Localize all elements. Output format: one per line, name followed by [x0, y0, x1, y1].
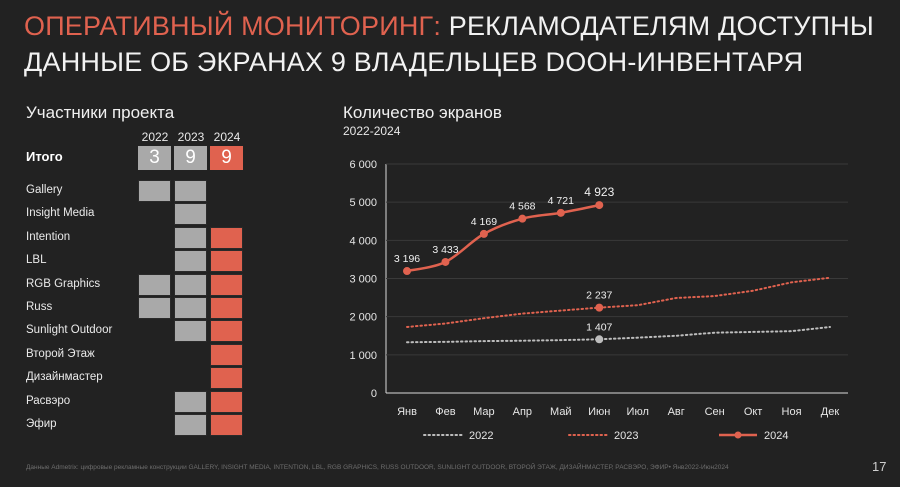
page-title: ОПЕРАТИВНЫЙ МОНИТОРИНГ: РЕКЛАМОДАТЕЛЯМ Д… [24, 8, 874, 80]
participant-name: Второй Этаж [26, 347, 95, 360]
legend-label-2023: 2023 [614, 430, 638, 442]
participant-name: Эфир [26, 418, 57, 430]
page-number: 17 [872, 459, 887, 474]
data-label-2024: 4 568 [509, 201, 535, 213]
participation-cell-2022 [138, 180, 171, 202]
y-tick-label: 5 000 [349, 197, 377, 209]
x-tick-label: Окт [744, 406, 763, 418]
footnote: Данные Admetrix: цифровые рекламные конс… [26, 464, 729, 471]
participation-cell-2023 [174, 180, 207, 202]
participation-cell-2024 [210, 273, 243, 296]
x-tick-label: Фев [435, 406, 455, 418]
participant-name: Расвэро [26, 394, 71, 407]
data-point-2024 [595, 201, 604, 210]
total-cell-2023: 9 [174, 146, 207, 170]
participation-cell-2023 [174, 226, 207, 249]
participation-cell-2024 [210, 343, 243, 366]
series-line-2024 [406, 203, 600, 273]
participation-cell-2024 [210, 390, 243, 413]
data-point-2024 [403, 267, 411, 276]
data-label-2024: 4 169 [471, 216, 497, 228]
participation-cell-2023 [174, 297, 207, 319]
title-rest: РЕКЛАМОДАТЕЛЯМ ДОСТУПНЫ [448, 11, 874, 41]
data-point-2023 [595, 303, 604, 312]
participation-cell-2023 [174, 273, 207, 296]
legend-label-2024: 2024 [764, 430, 788, 442]
x-tick-label: Май [550, 406, 572, 418]
participants-heading: Участники проекта [26, 103, 175, 122]
y-tick-label: 2 000 [349, 312, 377, 324]
participation-cell-2024 [210, 367, 243, 390]
participant-name: Russ [26, 301, 53, 313]
participant-name: LBL [26, 254, 47, 267]
x-tick-label: Ноя [782, 406, 802, 418]
title-accent: ОПЕРАТИВНЫЙ МОНИТОРИНГ: [24, 11, 442, 41]
participation-cell-2023 [174, 390, 207, 413]
x-tick-label: Июл [627, 406, 649, 418]
participation-cell-2023 [174, 320, 207, 343]
participation-cell-2024 [210, 414, 243, 436]
participation-cell-2024 [210, 226, 243, 249]
total-label: Итого [26, 149, 63, 164]
data-label-2024: 3 433 [432, 244, 458, 256]
participant-name: Gallery [26, 184, 63, 196]
participant-name: Intention [26, 230, 71, 243]
x-tick-label: Авг [668, 406, 685, 418]
y-tick-label: 6 000 [349, 159, 377, 171]
data-point-2024 [556, 208, 565, 217]
participant-name: RGB Graphics [26, 277, 101, 290]
participant-name: Sunlight Outdoor [26, 324, 113, 337]
y-tick-label: 0 [371, 388, 377, 400]
title-line-1: ОПЕРАТИВНЫЙ МОНИТОРИНГ: РЕКЛАМОДАТЕЛЯМ Д… [24, 8, 874, 44]
participation-cell-2023 [174, 250, 207, 273]
data-point-2022 [595, 335, 604, 344]
total-cell-2024: 9 [210, 146, 243, 170]
x-tick-label: Янв [397, 406, 417, 418]
chart-subtitle: 2022-2024 [343, 124, 401, 138]
x-tick-label: Дек [821, 406, 840, 418]
participation-cell-2023 [174, 203, 207, 226]
data-label-2024: 3 196 [394, 253, 420, 265]
participation-cell-2022 [138, 297, 171, 319]
participation-cell-2024 [210, 250, 243, 273]
total-cell-2022: 3 [138, 146, 171, 170]
participation-cell-2024 [210, 320, 243, 343]
participation-cell-2022 [138, 273, 171, 296]
year-header-2023: 2023 [177, 130, 205, 144]
title-line-2: ДАННЫЕ ОБ ЭКРАНАХ 9 ВЛАДЕЛЬЦЕВ DOOH-ИНВЕ… [24, 47, 804, 77]
data-label-2023: 2 237 [586, 290, 612, 302]
participant-name: Дизайнмастер [26, 371, 103, 384]
legend-label-2022: 2022 [469, 430, 493, 442]
x-tick-label: Июн [588, 406, 610, 418]
data-point-2024 [518, 214, 527, 223]
series-line-2023 [406, 276, 831, 328]
data-point-2024 [441, 257, 450, 266]
y-tick-label: 4 000 [349, 235, 377, 247]
data-label-2022: 1 407 [586, 321, 612, 333]
data-label-2024: 4 721 [548, 195, 574, 207]
year-header-2024: 2024 [213, 130, 241, 144]
participation-cell-2023 [174, 414, 207, 436]
chart-title: Количество экранов [343, 103, 502, 122]
data-point-2024 [479, 229, 488, 238]
data-label-2024: 4 923 [584, 185, 614, 199]
x-tick-label: Сен [705, 406, 725, 418]
y-tick-label: 3 000 [349, 274, 377, 286]
legend-marker-2024 [734, 431, 742, 439]
participation-cell-2024 [210, 297, 243, 319]
x-tick-label: Апр [513, 406, 532, 418]
y-tick-label: 1 000 [349, 350, 377, 362]
participant-name: Insight Media [26, 207, 95, 220]
x-tick-label: Мар [473, 406, 495, 418]
series-line-2022 [406, 325, 831, 344]
year-header-2022: 2022 [141, 130, 169, 144]
